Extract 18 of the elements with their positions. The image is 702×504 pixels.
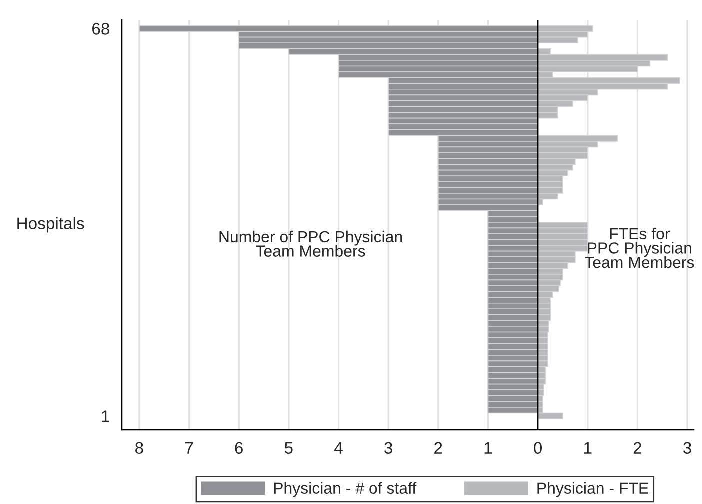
x-tick-label: 7 <box>185 442 194 454</box>
annotation: FTEs for PPC Physician Team Members <box>585 228 694 268</box>
x-tick-label: 1 <box>484 442 492 454</box>
x-tick-label: 0 <box>534 442 542 454</box>
legend-label: Physician - FTE <box>538 482 648 498</box>
x-tick-label: 2 <box>434 442 442 454</box>
x-tick-label: 6 <box>235 442 243 454</box>
x-tick-label: 3 <box>384 442 392 454</box>
legend-label: Physician - # of staff <box>274 482 417 498</box>
y-tick-label: 68 <box>92 23 110 35</box>
x-tick-label: 5 <box>284 442 293 454</box>
y-axis-title: Hospitals <box>18 217 84 233</box>
annotation: Number of PPC Physician Team Members <box>220 230 402 257</box>
x-tick-label: 8 <box>136 442 144 454</box>
x-tick-label: 3 <box>684 442 692 454</box>
x-tick-label: 1 <box>584 442 592 454</box>
x-tick-label: 2 <box>634 442 642 454</box>
x-tick-label: 4 <box>334 442 343 454</box>
